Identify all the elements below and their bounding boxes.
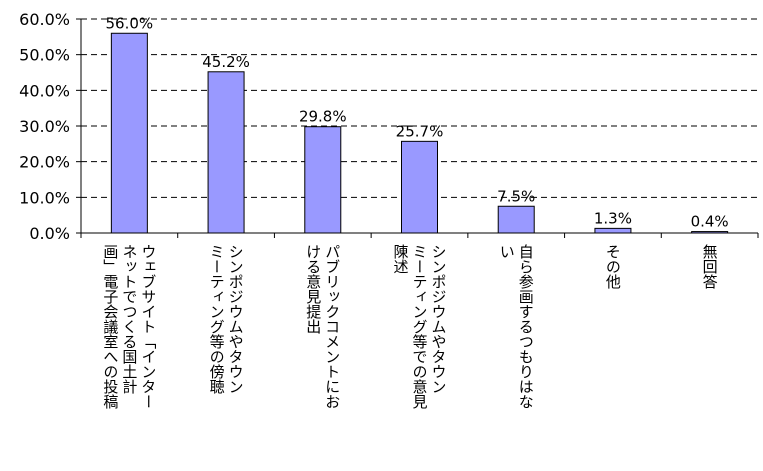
data-label: 29.8% [299, 108, 347, 126]
y-tick-label: 20.0% [19, 153, 70, 172]
y-tick-label: 10.0% [19, 188, 70, 207]
bar [497, 205, 535, 234]
category-label: 無回答 [701, 244, 719, 289]
data-label: 7.5% [497, 187, 535, 205]
category-label: パブリックコメントにお [323, 244, 341, 409]
data-labels: 56.0% 45.2% 29.8% 25.7% 7.5% 1.3% 0.4% [106, 14, 729, 230]
y-tick-label: 0.0% [29, 224, 70, 243]
bar [304, 126, 342, 234]
y-tick-labels: 0.0% 10.0% 20.0% 30.0% 40.0% 50.0% 60.0% [19, 10, 70, 243]
bar [401, 140, 438, 234]
gridlines [81, 18, 758, 198]
category-label: ウェブサイト「インター [139, 244, 157, 409]
category-label: い [498, 244, 516, 259]
category-label: 自ら参画するつもりはな [517, 244, 535, 409]
category-label: ける意見提出 [304, 244, 322, 334]
category-label: ミーティング等の傍聴 [208, 244, 226, 394]
bar [110, 32, 148, 234]
category-label: その他 [604, 244, 622, 290]
y-tick-label: 50.0% [19, 46, 70, 65]
category-label: 画」電子会議室への投稿 [101, 244, 119, 409]
category-label: シンポジウムやタウン [227, 244, 245, 394]
data-label: 0.4% [691, 213, 729, 231]
bar [207, 71, 245, 234]
category-label: シンポジウムやタウン [430, 244, 448, 394]
y-tick-label: 30.0% [19, 117, 70, 136]
bar [594, 227, 632, 234]
data-label: 56.0% [106, 14, 154, 32]
y-tick-label: 60.0% [19, 10, 70, 29]
y-tick-label: 40.0% [19, 81, 70, 100]
category-label: ミーティング等での意見 [411, 244, 429, 410]
category-label: ネットでつくる国土計 [120, 244, 138, 394]
axes [76, 18, 759, 238]
data-label: 45.2% [202, 53, 250, 71]
data-label: 1.3% [594, 209, 632, 227]
category-label: 陳述 [392, 244, 410, 274]
data-label: 25.7% [396, 122, 444, 140]
